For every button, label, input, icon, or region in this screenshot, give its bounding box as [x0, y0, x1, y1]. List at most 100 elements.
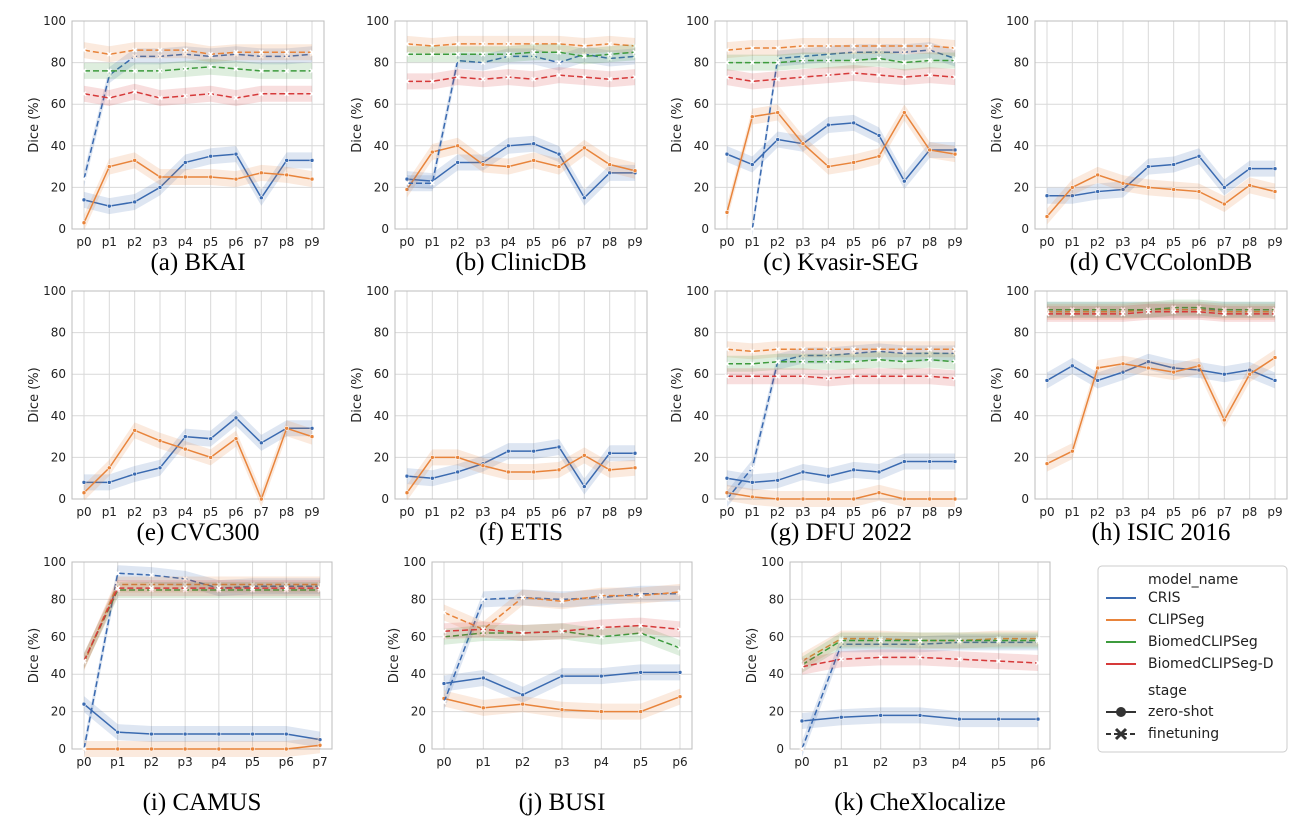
series-band [727, 114, 955, 190]
series-marker [430, 455, 435, 460]
series-line [1046, 174, 1276, 218]
series-marker [283, 746, 289, 752]
series-marker [259, 440, 264, 446]
series-marker [878, 637, 884, 644]
series-marker [455, 51, 461, 57]
series-marker [559, 628, 565, 634]
series-marker [851, 359, 857, 365]
series-marker [632, 465, 638, 471]
y-tick-label: 20 [769, 705, 784, 719]
series-marker [1272, 311, 1278, 317]
x-tick-label: p2 [127, 235, 142, 249]
x-tick-label: p5 [846, 235, 861, 249]
panel-caption: (d) CVCColonDB [1070, 249, 1253, 276]
series-marker [724, 373, 730, 379]
panel-caption: (c) Kvasir-SEG [763, 249, 919, 276]
series-marker [581, 74, 587, 80]
x-tick-label: p5 [846, 505, 861, 519]
series-marker [851, 373, 857, 379]
series-marker [455, 160, 460, 165]
series-marker [724, 47, 730, 53]
x-tick-label: p4 [501, 505, 516, 519]
series-marker [284, 49, 290, 55]
y-tick-label: 100 [686, 284, 709, 298]
series-marker [876, 43, 882, 49]
series-marker [876, 153, 882, 159]
series-marker [598, 634, 604, 640]
series-marker [775, 45, 781, 51]
series-marker [208, 153, 213, 159]
x-tick-label: p3 [152, 235, 167, 249]
series-marker [531, 469, 536, 475]
series-marker [638, 630, 644, 636]
y-tick-label: 20 [1014, 180, 1029, 194]
x-tick-label: p4 [1141, 235, 1156, 249]
series-marker [876, 133, 882, 138]
plot-frame [71, 20, 325, 230]
series-marker [724, 210, 730, 215]
y-axis-label: Dice (%) [350, 97, 365, 152]
series-marker [952, 151, 958, 157]
panel-caption: (e) CVC300 [137, 519, 260, 546]
series-marker [250, 746, 255, 752]
series-marker [838, 637, 844, 644]
series-marker [106, 68, 112, 74]
series-marker [749, 45, 755, 51]
series-marker [851, 49, 857, 55]
series-marker [455, 41, 461, 47]
series-line [1047, 308, 1275, 313]
series-marker [825, 359, 831, 365]
x-tick-label: p6 [551, 505, 566, 519]
y-tick-label: 40 [51, 139, 66, 153]
series-marker [677, 694, 683, 699]
x-tick-label: p3 [475, 235, 490, 249]
series-marker [839, 714, 844, 720]
plot-frame [1034, 290, 1288, 500]
series-marker [851, 350, 857, 356]
x-tick-label: p2 [515, 755, 530, 769]
series-marker [132, 68, 138, 74]
y-tick-label: 20 [694, 450, 709, 464]
series-marker [1146, 365, 1151, 371]
series-marker [259, 496, 264, 502]
series-band [1047, 353, 1275, 389]
series-marker [749, 465, 755, 471]
x-tick-label: p8 [602, 505, 617, 519]
series-marker [1070, 448, 1075, 454]
series-marker [182, 731, 188, 737]
series-marker [1095, 311, 1101, 317]
series-band [444, 617, 680, 642]
series-marker [638, 709, 643, 714]
legend-title-model: model_name [1148, 572, 1238, 588]
series-band [407, 46, 635, 192]
x-tick-label: p1 [1065, 235, 1080, 249]
series-marker [1095, 307, 1101, 313]
series-marker [826, 122, 831, 128]
series-marker [1222, 201, 1227, 207]
series-marker [1044, 214, 1050, 219]
series-marker [441, 681, 447, 686]
x-tick-label: p0 [399, 235, 414, 249]
series-marker [455, 57, 461, 64]
series-band [727, 341, 955, 360]
x-tick-label: p2 [144, 755, 159, 769]
y-axis-label: Dice (%) [990, 97, 1005, 152]
series-marker [81, 47, 87, 53]
series-marker [952, 375, 958, 381]
series-marker [825, 43, 831, 49]
y-tick-label: 0 [58, 742, 66, 756]
series-marker [750, 480, 755, 485]
series-marker [441, 628, 447, 634]
series-line [83, 153, 312, 207]
series-line [727, 358, 956, 365]
y-tick-label: 0 [381, 492, 389, 506]
series-marker [750, 162, 755, 167]
x-tick-label: p8 [1242, 235, 1257, 249]
series-marker [404, 51, 410, 57]
series-marker [1044, 378, 1050, 383]
series-marker [556, 164, 562, 169]
series-marker [531, 76, 537, 82]
series-band [1047, 166, 1275, 225]
series-marker [480, 41, 486, 47]
series-marker [505, 74, 511, 80]
